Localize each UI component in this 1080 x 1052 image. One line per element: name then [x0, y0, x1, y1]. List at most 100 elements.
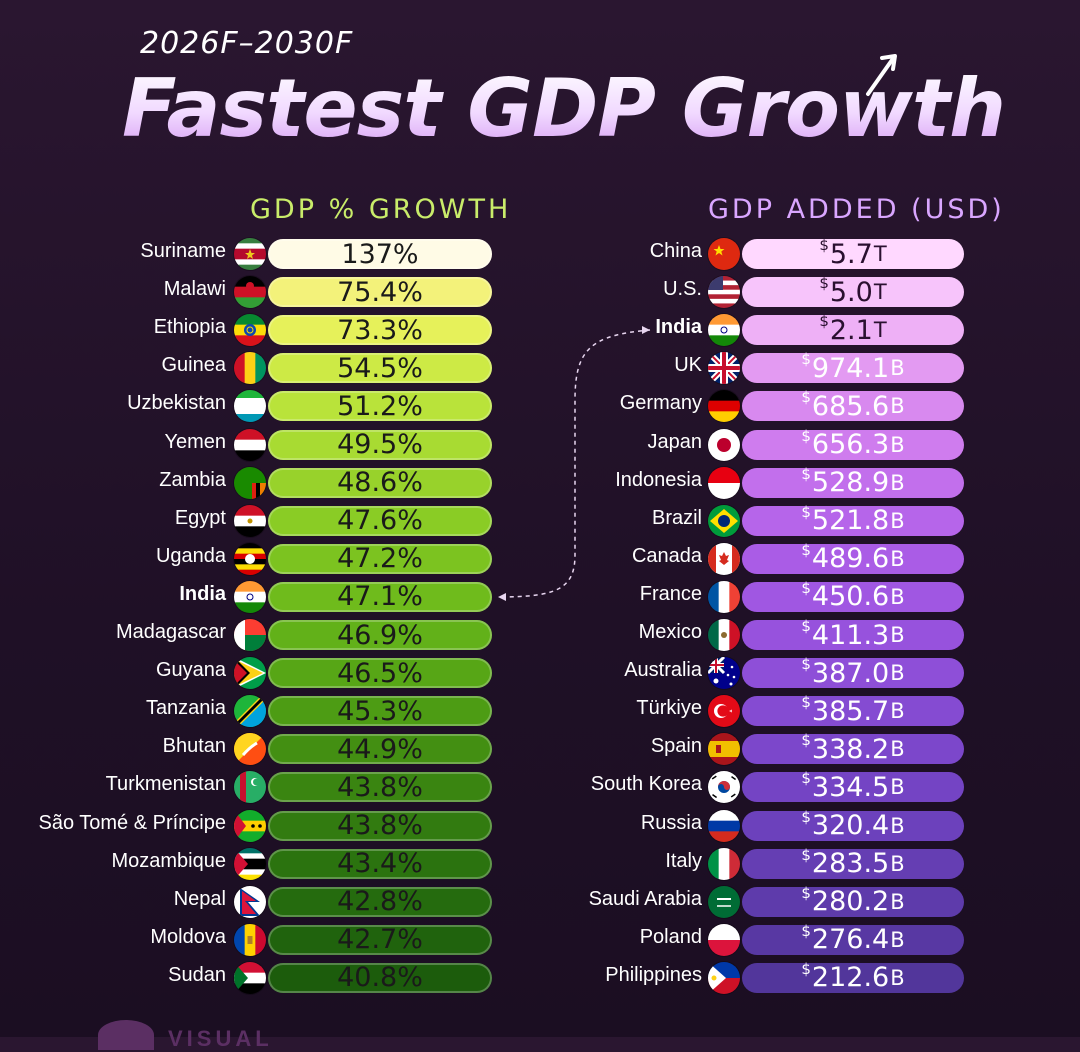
uganda-flag-icon [234, 542, 266, 575]
sao-tome-flag-icon [234, 809, 266, 842]
amount-unit: B [890, 432, 905, 457]
currency-symbol: $ [801, 807, 811, 826]
country-label: Tanzania [145, 697, 226, 720]
currency-symbol: $ [801, 693, 811, 712]
country-label: Nepal [173, 887, 226, 910]
ethiopia-flag-icon [234, 314, 266, 347]
country-label: Saudi Arabia [588, 887, 702, 910]
amount-value: 528.9 [811, 467, 890, 499]
country-label: UK [674, 354, 702, 377]
amount-value: 450.6 [811, 581, 890, 613]
amount-value: 387.0 [811, 657, 890, 689]
guyana-flag-icon [234, 657, 266, 690]
country-label: Egypt [174, 506, 226, 529]
turkiye-flag-icon [708, 695, 740, 728]
table-row: Italy $283.5 B [0, 845, 1080, 880]
amount-unit: B [890, 927, 905, 952]
table-row: Uganda 47.2% [0, 542, 1080, 575]
currency-symbol: $ [801, 921, 811, 940]
currency-symbol: $ [801, 731, 811, 750]
amount-unit: B [890, 470, 905, 495]
mexico-flag-icon [708, 619, 740, 651]
amount-value: 280.2 [811, 886, 890, 918]
table-row: Canada $489.6 B [0, 541, 1080, 575]
amount-unit: B [890, 851, 905, 876]
country-label: Malawi [163, 278, 226, 301]
gdp-added-bar: $283.5 B [742, 845, 964, 879]
growth-bar: 45.3% [268, 696, 492, 727]
moldova-flag-icon [234, 923, 266, 956]
country-label: Türkiye [636, 697, 702, 720]
egypt-flag-icon [234, 504, 266, 537]
table-row: Mexico $411.3 B [0, 617, 1080, 651]
table-row: Spain $338.2 B [0, 731, 1080, 766]
sudan-flag-icon [234, 961, 266, 994]
gdp-added-bar: $338.2 B [742, 731, 964, 765]
amount-value: 521.8 [811, 505, 890, 537]
indonesia-flag-icon [708, 466, 740, 499]
currency-symbol: $ [819, 236, 829, 254]
gdp-added-bar: $320.4 B [742, 807, 964, 841]
country-label: Ethiopia [153, 316, 226, 339]
gdp-added-bar: $656.3 B [742, 427, 964, 460]
gdp-added-bar: $411.3 B [742, 617, 964, 651]
amount-unit: B [890, 508, 905, 533]
table-row: France $450.6 B [0, 579, 1080, 613]
table-row: India 47.1% [0, 580, 1080, 613]
spain-flag-icon [708, 733, 740, 766]
gdp-added-bar: $385.7 B [742, 693, 964, 727]
turkmenistan-flag-icon [234, 771, 266, 804]
table-row: Türkiye $385.7 B [0, 693, 1080, 728]
currency-symbol: $ [801, 959, 811, 978]
italy-flag-icon [708, 847, 740, 880]
table-row: UK $974.1 B [0, 350, 1080, 385]
growth-bar: 47.2% [268, 543, 492, 574]
currency-symbol: $ [801, 769, 811, 788]
country-label: South Korea [590, 773, 702, 796]
uk-flag-icon [708, 352, 740, 385]
table-row: China $5.7 T [0, 236, 1080, 270]
table-row: U.S. $5.0 T [0, 274, 1080, 309]
amount-value: 212.6 [811, 962, 890, 994]
currency-symbol: $ [801, 502, 811, 521]
amount-value: 685.6 [811, 390, 890, 422]
table-row: Tanzania 45.3% [0, 695, 1080, 728]
amount-unit: B [890, 965, 905, 990]
growth-bar: 75.4% [268, 277, 492, 308]
mozambique-flag-icon [234, 847, 266, 880]
growth-bar: 46.5% [268, 658, 492, 689]
malawi-flag-icon [234, 276, 266, 309]
table-row: Ethiopia 73.3% [0, 314, 1080, 347]
madagascar-flag-icon [234, 619, 266, 651]
currency-symbol: $ [801, 845, 811, 864]
india-flag-icon [234, 580, 266, 613]
country-label: India [655, 316, 702, 339]
gdp-added-bar: $489.6 B [742, 541, 964, 574]
currency-symbol: $ [801, 350, 811, 369]
chart-subtitle: 2026F–2030F [140, 26, 354, 61]
growth-bar: 73.3% [268, 315, 492, 346]
country-label: Philippines [605, 963, 702, 986]
amount-value: 5.0 [829, 276, 873, 308]
table-row: Bhutan 44.9% [0, 733, 1080, 766]
country-label: Guinea [161, 354, 227, 377]
gdp-added-bar: $528.9 B [742, 465, 964, 499]
gdp-added-bar: $212.6 B [742, 959, 964, 994]
amount-unit: B [890, 699, 905, 724]
amount-unit: B [890, 775, 905, 800]
amount-unit: B [890, 356, 905, 381]
us-flag-icon [708, 276, 740, 309]
amount-value: 2.1 [829, 314, 873, 346]
amount-unit: T [873, 280, 887, 305]
country-label: U.S. [663, 278, 702, 301]
table-row: Mozambique 43.4% [0, 847, 1080, 880]
country-label: Japan [647, 430, 703, 453]
country-label: Suriname [140, 240, 226, 262]
growth-bar: 54.5% [268, 353, 492, 384]
gdp-added-bar: $974.1 B [742, 350, 964, 384]
gdp-added-bar: $276.4 B [742, 921, 964, 955]
tanzania-flag-icon [234, 695, 266, 728]
growth-bar: 43.8% [268, 810, 492, 841]
suriname-flag-icon [234, 238, 266, 270]
growth-bar: 49.5% [268, 429, 492, 460]
